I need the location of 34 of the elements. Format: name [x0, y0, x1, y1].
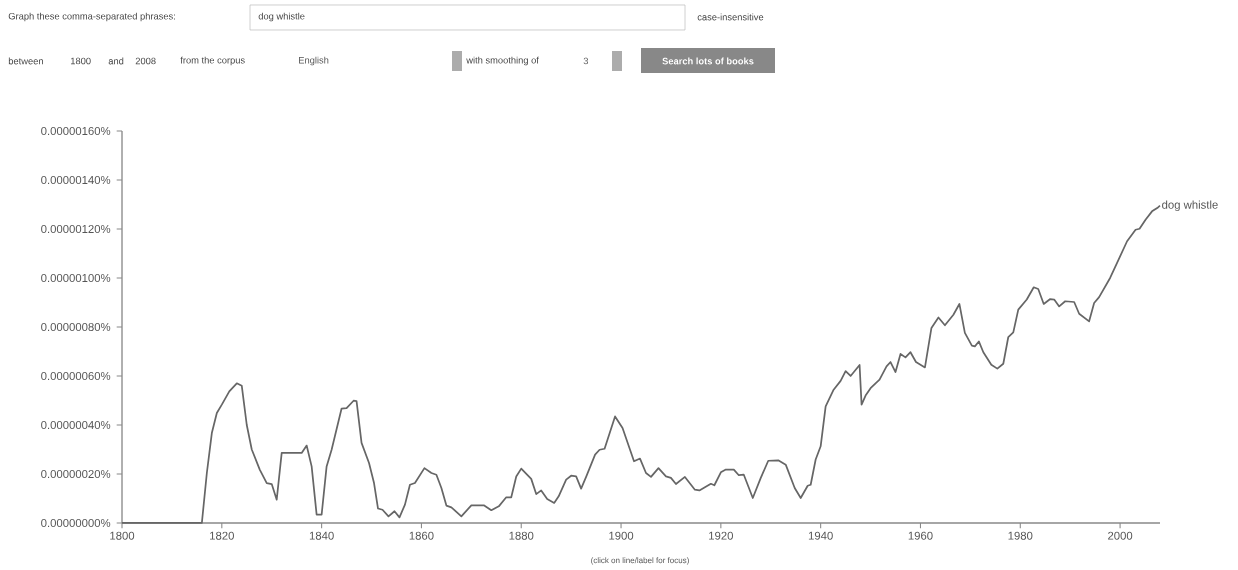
x-tick-label: 1880: [509, 531, 534, 540]
text: Graph these comma-separated phrases:: [8, 12, 175, 22]
text: 2008: [135, 57, 156, 65]
text: between: [8, 57, 43, 65]
x-tick-label: 1800: [110, 531, 135, 540]
text: from the corpus: [180, 56, 245, 66]
y-tick-label: 0.00000060%: [41, 371, 111, 380]
y-tick-label: 0.00000080%: [41, 322, 111, 331]
text: and: [108, 57, 124, 65]
y-tick-label: 0.00000160%: [41, 126, 111, 135]
x-tick-label: 1860: [409, 531, 434, 540]
x-tick-label: 1920: [709, 531, 733, 540]
x-tick-label: 1960: [908, 531, 933, 540]
x-tick-label: 1820: [210, 531, 234, 540]
y-tick-label: 0.00000020%: [41, 469, 111, 478]
x-tick-label: 2000: [1108, 531, 1133, 540]
text: 3: [583, 57, 589, 65]
y-tick-label: 0.00000100%: [41, 273, 111, 282]
text: 1800: [70, 57, 91, 65]
y-tick-label: 0.00000120%: [41, 224, 111, 233]
text: Search lots of books: [662, 57, 754, 65]
x-tick-label: 1900: [609, 531, 634, 540]
x-tick-label: 1980: [1008, 531, 1033, 540]
x-tick-label: 1840: [309, 531, 334, 540]
text: dog whistle: [258, 12, 305, 22]
y-tick-label: 0.00000000%: [41, 518, 111, 527]
x-tick-label: 1940: [808, 531, 833, 540]
text: English: [299, 56, 329, 66]
text: (click on line/label for focus): [591, 557, 689, 565]
text: case-insensitive: [697, 13, 764, 21]
y-tick-label: 0.00000140%: [41, 175, 111, 184]
text: with smoothing of: [466, 56, 539, 66]
series-label: dog whistle: [1162, 200, 1218, 211]
y-tick-label: 0.00000040%: [41, 420, 111, 429]
